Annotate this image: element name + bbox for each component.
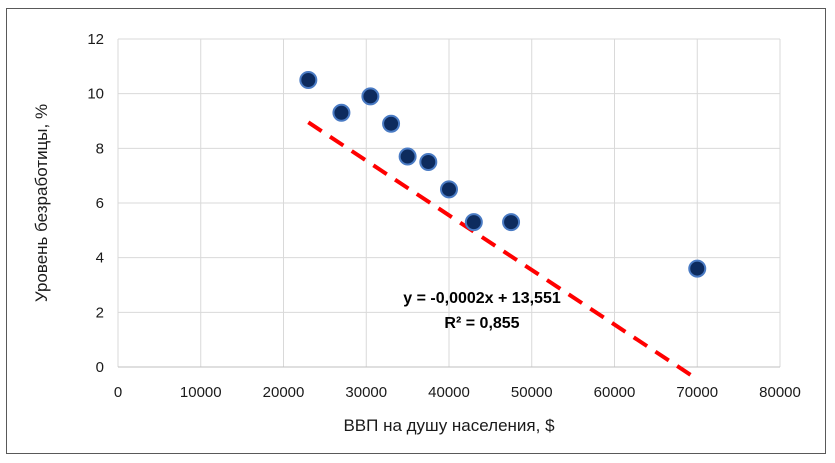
y-tick-labels: 0 2 4 6 8 10 12 (87, 31, 104, 376)
y-tick-label: 2 (96, 304, 104, 321)
y-tick-label: 12 (87, 31, 104, 48)
x-tick-label: 10000 (180, 384, 222, 401)
data-point (464, 213, 483, 232)
x-tick-label: 30000 (345, 384, 387, 401)
x-tick-label: 20000 (263, 384, 305, 401)
y-tick-label: 6 (96, 195, 104, 212)
y-tick-label: 10 (87, 86, 104, 103)
trendline-r-squared: R² = 0,855 (444, 315, 519, 332)
data-point (398, 147, 417, 166)
data-points (299, 71, 707, 278)
x-tick-label: 50000 (511, 384, 553, 401)
x-tick-label: 70000 (676, 384, 718, 401)
y-tick-label: 0 (96, 359, 104, 376)
data-point (299, 71, 318, 89)
data-point (440, 180, 458, 199)
y-tick-label: 8 (96, 140, 104, 157)
data-point (361, 87, 380, 106)
data-point (688, 259, 707, 278)
data-point (382, 114, 401, 133)
x-tick-label: 80000 (759, 384, 801, 401)
data-point (502, 213, 521, 232)
x-tick-labels: 0 10000 20000 30000 40000 50000 60000 70000 8000… (114, 384, 801, 401)
y-tick-label: 4 (96, 250, 104, 267)
x-tick-label: 60000 (594, 384, 636, 401)
data-point (419, 153, 438, 171)
grid-lines (117, 38, 781, 368)
x-tick-label: 0 (114, 384, 122, 401)
x-tick-label: 40000 (428, 384, 470, 401)
x-axis-title: ВВП на душу населения, $ (343, 416, 555, 435)
trendline-equation: y = -0,0002x + 13,551 (403, 290, 561, 307)
data-point (332, 103, 351, 122)
y-axis-title: Уровень безработицы, % (32, 104, 51, 302)
chart-frame (6, 8, 826, 454)
